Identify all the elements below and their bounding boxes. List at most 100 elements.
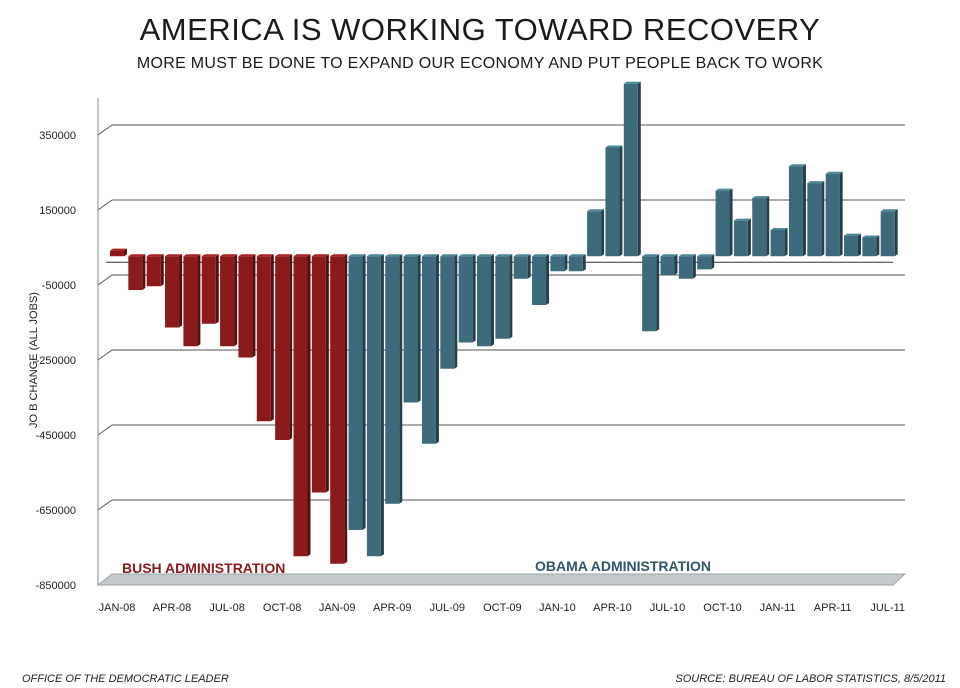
bar-front — [183, 256, 198, 347]
bar-top — [844, 233, 861, 236]
bar — [110, 248, 127, 257]
bar-top — [788, 164, 806, 167]
chart-title: AMERICA IS WORKING TOWARD RECOVERY — [139, 12, 821, 47]
bar-side — [197, 254, 201, 347]
bar-top — [678, 254, 696, 257]
bar-top — [421, 254, 439, 257]
bar-front — [697, 256, 712, 270]
bar — [183, 254, 201, 347]
bar-top — [256, 254, 274, 257]
bar-top — [513, 254, 531, 257]
bar-side — [582, 254, 586, 272]
bar — [165, 254, 183, 328]
bar — [623, 81, 641, 257]
x-tick-label: APR-11 — [814, 602, 852, 614]
bar — [880, 209, 898, 257]
y-tick-label: -250000 — [36, 355, 76, 367]
y-tick-label: -850000 — [36, 580, 76, 592]
bar-top — [385, 254, 403, 257]
bar — [788, 164, 806, 257]
bar-top — [807, 181, 825, 184]
bar-top — [623, 81, 641, 84]
bar-side — [417, 254, 421, 403]
bar-top — [697, 254, 715, 257]
bar-front — [348, 256, 363, 530]
bar-side — [362, 254, 366, 530]
bar — [807, 181, 825, 257]
bar-front — [550, 256, 565, 272]
bar-side — [619, 145, 623, 257]
bar-side — [454, 254, 458, 369]
bar-top — [660, 254, 678, 257]
bar — [366, 254, 384, 557]
bar-top — [550, 254, 568, 257]
bar-front — [678, 256, 693, 279]
bar — [421, 254, 439, 444]
bar-front — [477, 256, 491, 347]
bar — [440, 254, 458, 369]
bar-top — [165, 254, 183, 257]
bar-front — [311, 256, 326, 493]
bar-side — [270, 254, 274, 422]
bar-side — [656, 254, 660, 332]
bar-side — [509, 254, 513, 339]
bar-front — [128, 256, 143, 290]
y-tick-labels: 350000 150000 -50000 -250000 -450000 -650000 -… — [36, 130, 76, 592]
bar — [862, 235, 880, 257]
bar-side — [858, 233, 861, 257]
gridline-diag — [97, 349, 113, 361]
bar — [642, 254, 660, 332]
bar — [256, 254, 274, 422]
bar-front — [587, 211, 602, 257]
bar — [605, 145, 623, 257]
x-tick-label: OCT-09 — [483, 602, 522, 614]
bar — [513, 254, 531, 279]
x-tick-label: JAN-10 — [539, 602, 576, 614]
bar-side — [252, 254, 256, 358]
bar — [770, 228, 788, 257]
obama-administration-label: OBAMA ADMINISTRATION — [535, 558, 711, 574]
bar-top — [477, 254, 494, 257]
bars — [110, 81, 898, 564]
bar-front — [440, 256, 455, 369]
gridline-diag — [97, 499, 113, 511]
bar-side — [692, 254, 696, 279]
bar-side — [637, 81, 641, 257]
bar-front — [110, 250, 124, 257]
gridline-diag — [97, 124, 113, 136]
y-tick-label: 150000 — [39, 205, 76, 217]
bar-side — [876, 235, 880, 257]
bar-side — [766, 196, 770, 257]
bar-side — [527, 254, 531, 279]
x-tick-label: OCT-08 — [263, 602, 302, 614]
bar — [293, 254, 311, 557]
x-tick-label: APR-08 — [153, 602, 192, 614]
bar-side — [160, 254, 164, 287]
bar-front — [201, 256, 216, 324]
bar-top — [587, 209, 605, 212]
bar — [348, 254, 366, 530]
bar-side — [711, 254, 715, 270]
bar — [587, 209, 605, 257]
bar-side — [491, 254, 494, 347]
bar-top — [733, 218, 751, 221]
bar — [403, 254, 421, 403]
bar-side — [344, 254, 348, 564]
bar-front — [513, 256, 528, 279]
bar-top — [532, 254, 550, 257]
bar-side — [325, 254, 329, 493]
bar-side — [399, 254, 403, 504]
bar-top — [220, 254, 238, 257]
bar-top — [311, 254, 329, 257]
bar — [550, 254, 568, 272]
bar-top — [568, 254, 586, 257]
bush-administration-label: BUSH ADMINISTRATION — [122, 560, 285, 576]
bar-top — [495, 254, 513, 257]
gridline-diag — [97, 199, 113, 211]
bar-top — [715, 188, 733, 191]
bar-top — [183, 254, 201, 257]
bar-front — [238, 256, 253, 358]
x-tick-label: APR-09 — [373, 602, 412, 614]
gridline-diag — [97, 424, 113, 436]
bar-side — [435, 254, 439, 444]
